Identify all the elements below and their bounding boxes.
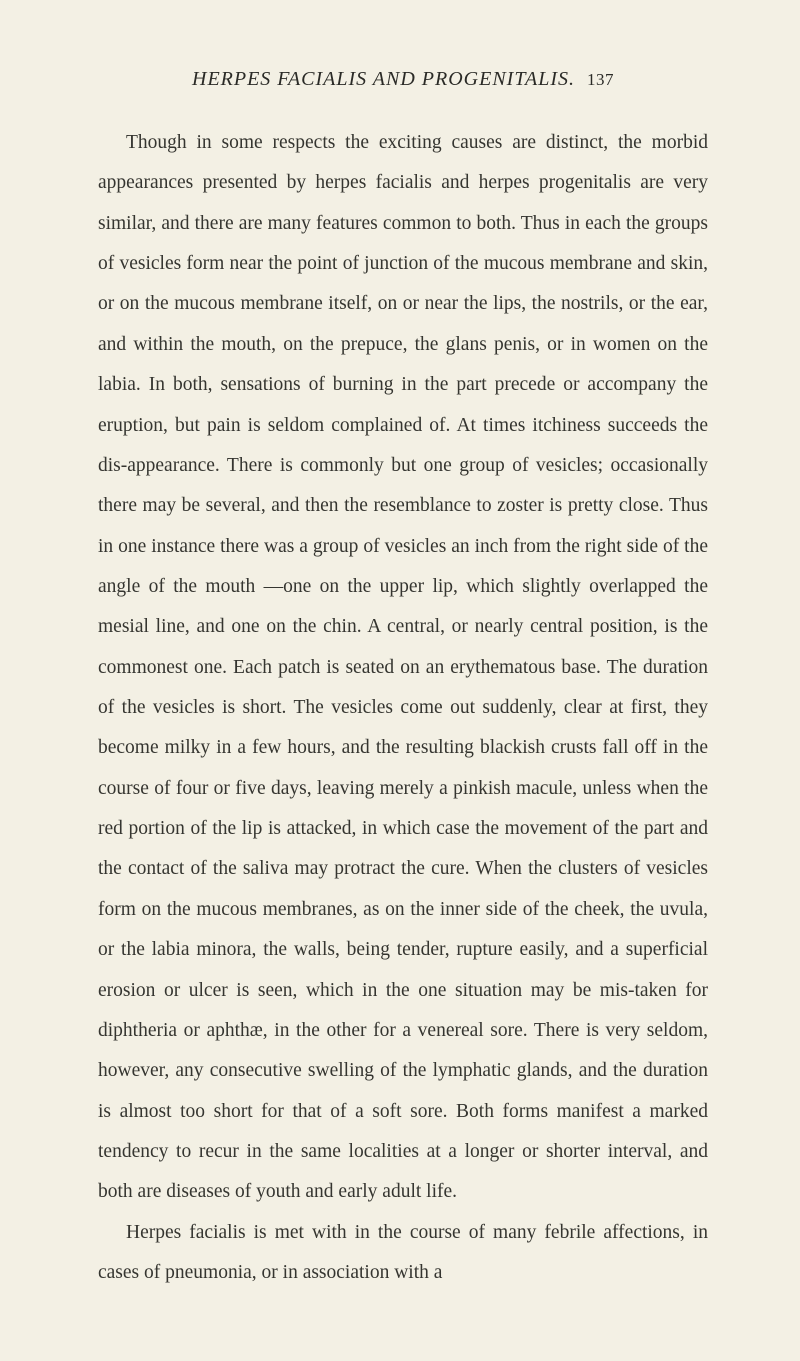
header-title: HERPES FACIALIS AND PROGENITALIS. xyxy=(192,68,575,91)
page-body: Though in some respects the exciting cau… xyxy=(98,123,708,1293)
page-header: HERPES FACIALIS AND PROGENITALIS. 137 xyxy=(98,68,708,91)
page-number: 137 xyxy=(587,70,614,90)
paragraph: Though in some respects the exciting cau… xyxy=(98,123,708,1213)
paragraph: Herpes facialis is met with in the cours… xyxy=(98,1213,708,1294)
